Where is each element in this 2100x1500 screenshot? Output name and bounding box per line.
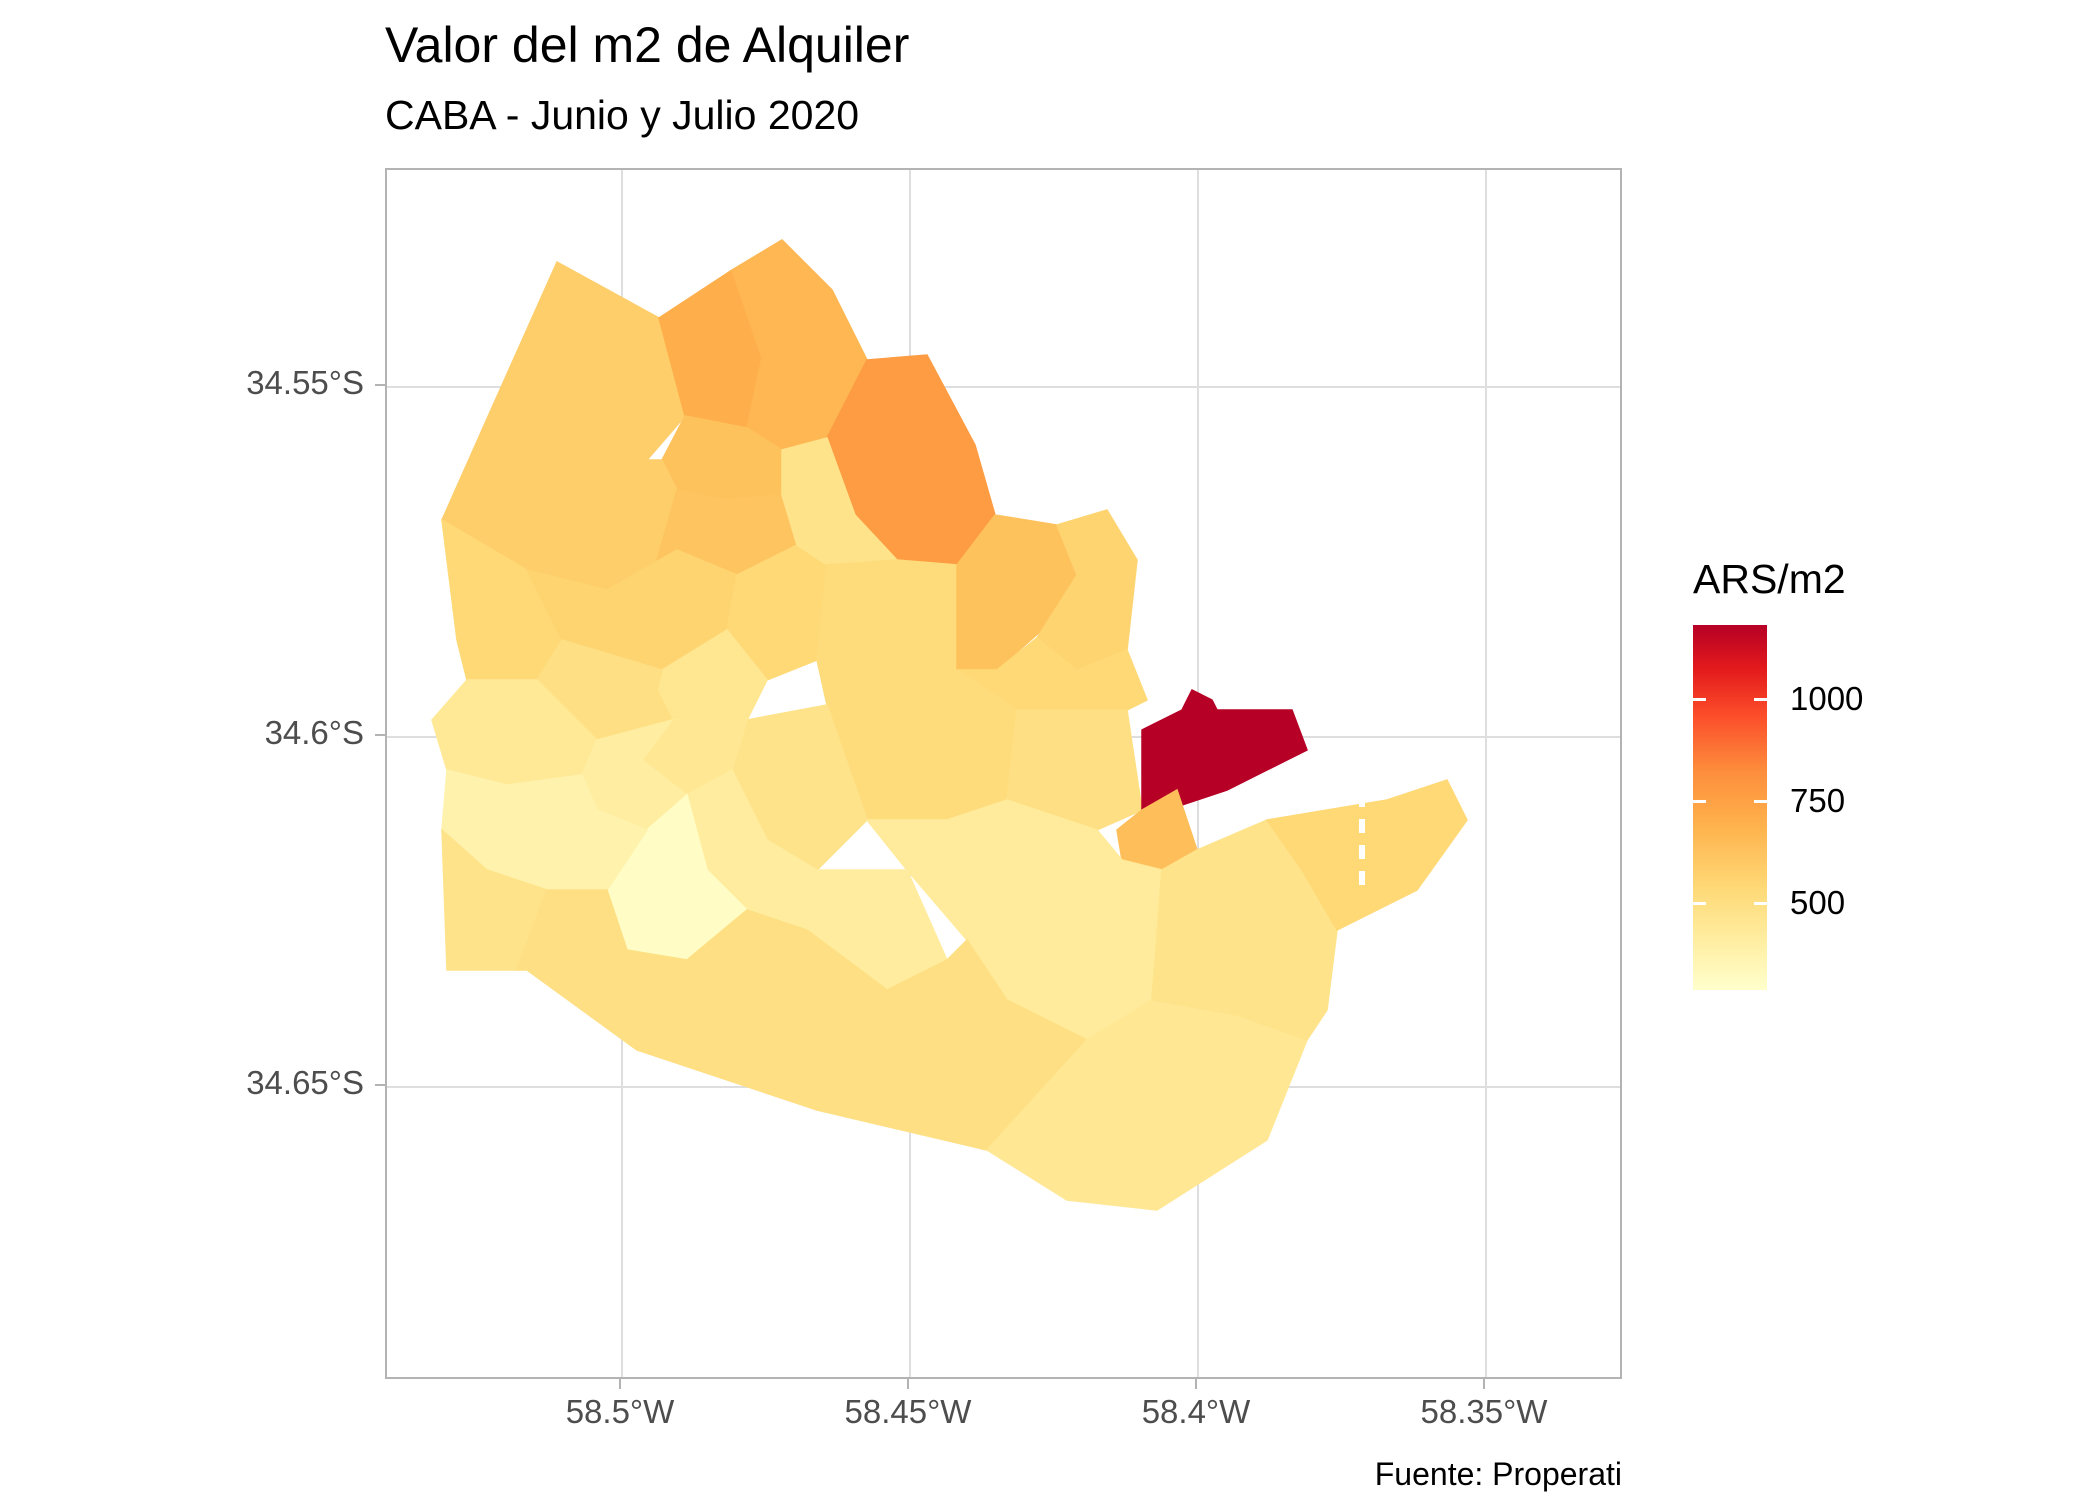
grid-line-x-4	[1485, 170, 1487, 1377]
y-tick-label-3: 34.65°S	[246, 1064, 364, 1101]
dock-gap-4	[1359, 793, 1365, 807]
legend-tick-500-left	[1693, 902, 1706, 905]
legend-label-750: 750	[1790, 782, 1846, 819]
x-tick-label-2: 58.45°W	[844, 1393, 972, 1430]
x-tick-label-1: 58.5°W	[565, 1393, 675, 1430]
legend-colorbar	[1693, 625, 1767, 990]
dock-gap-5	[1359, 819, 1365, 833]
y-tick-label-1: 34.55°S	[246, 364, 364, 401]
neighbourhood-31	[515, 889, 1089, 1151]
neighbourhood-11	[781, 437, 899, 566]
dock-gap-6	[1359, 845, 1365, 859]
x-tick-mark-3	[1195, 1379, 1197, 1389]
dock-gap-3	[1359, 767, 1365, 781]
x-tick-mark-4	[1483, 1379, 1485, 1389]
x-tick-label-4: 58.35°W	[1420, 1393, 1548, 1430]
neighbourhood-20	[1006, 709, 1143, 831]
neighbourhood-34	[1265, 779, 1468, 931]
map-panel	[385, 168, 1622, 1379]
y-tick-label-2: 34.6°S	[264, 714, 364, 751]
dock-gap-7	[1359, 871, 1365, 885]
neighbourhood-1	[480, 260, 686, 461]
legend-title: ARS/m2	[1693, 556, 1846, 602]
y-tick-mark-3	[375, 1084, 385, 1086]
dock-gap-1	[1359, 715, 1365, 729]
choropleth-map	[431, 239, 1468, 1211]
x-tick-mark-1	[619, 1379, 621, 1389]
legend-tick-750-left	[1693, 800, 1706, 803]
neighbourhood-24	[1141, 688, 1308, 811]
chart-title: Valor del m2 de Alquiler	[385, 17, 910, 73]
y-tick-mark-1	[375, 384, 385, 386]
legend-label-500: 500	[1790, 884, 1846, 921]
legend-tick-1000-right	[1754, 698, 1767, 701]
x-tick-mark-2	[907, 1379, 909, 1389]
chart-subtitle: CABA - Junio y Julio 2020	[385, 92, 860, 138]
x-tick-label-3: 58.4°W	[1141, 1393, 1251, 1430]
y-tick-mark-2	[375, 734, 385, 736]
legend-label-1000: 1000	[1790, 680, 1864, 717]
legend-tick-500-right	[1754, 902, 1767, 905]
source-caption: Fuente: Properati	[1374, 1456, 1622, 1492]
dock-gap-2	[1359, 741, 1365, 755]
legend-tick-1000-left	[1693, 698, 1706, 701]
legend-tick-750-right	[1754, 800, 1767, 803]
grid-line-y-1	[387, 386, 1620, 388]
